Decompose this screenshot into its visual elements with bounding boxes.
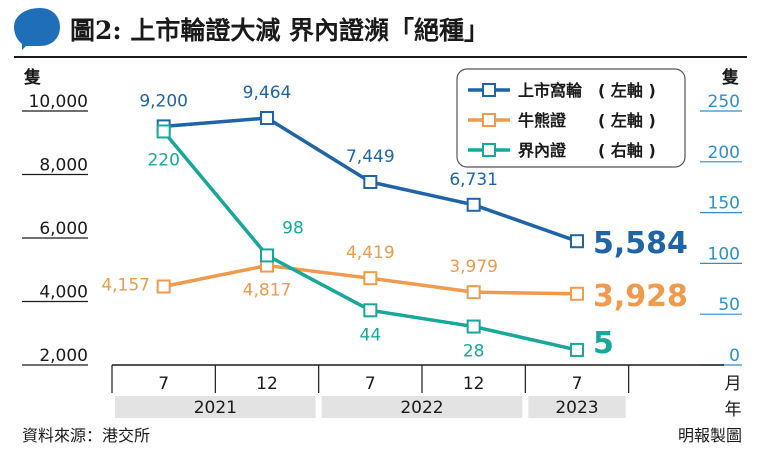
data-point (570, 342, 584, 357)
series-1: 9,200 9,464 7,449 6,731 5,584 (139, 83, 688, 261)
data-point (156, 279, 171, 294)
x-tick-label: 12 (463, 374, 485, 394)
data-point (466, 319, 481, 334)
left-tick-label: 2,000 (39, 346, 88, 366)
left-tick-label: 10,000 (29, 92, 88, 112)
right-tick-label: 250 (708, 92, 740, 112)
data-point (570, 286, 584, 301)
legend-swatch-marker (482, 113, 496, 127)
series-2: 4,157 4,817 4,419 3,979 3,928 (101, 243, 688, 314)
data-label: 9,464 (243, 83, 292, 103)
data-point (363, 174, 378, 189)
year-band (115, 396, 316, 418)
right-tick-label: 150 (708, 194, 740, 214)
end-value-label: 5 (593, 326, 614, 361)
left-tick-label: 6,000 (39, 219, 88, 239)
data-label: 3,979 (449, 257, 498, 277)
data-label: 4,419 (346, 243, 395, 263)
data-label: 6,731 (449, 170, 498, 190)
credit-note: 明報製圖 (678, 426, 742, 445)
data-label: 28 (463, 342, 485, 362)
left-tick-label: 4,000 (39, 283, 88, 303)
legend: 上市窩輪 ( 左軸 ) 牛熊證 ( 左軸 ) 界內證 ( 右軸 ) (456, 68, 686, 168)
data-point (466, 285, 481, 300)
legend-swatch-marker (482, 83, 496, 97)
data-label: 220 (147, 150, 179, 170)
left-tick-label: 8,000 (39, 156, 88, 176)
year-label: 2021 (194, 398, 237, 418)
source-note: 資料來源：港交所 (22, 426, 150, 445)
year-band (528, 396, 626, 418)
data-label: 4,157 (101, 276, 150, 296)
data-label: 44 (360, 325, 382, 345)
chart-title: 圖2: 上市輪證大減 界內證瀕「絕種」 (70, 16, 489, 45)
data-label: 9,200 (139, 91, 188, 111)
data-point (260, 111, 274, 126)
legend-entry: 牛熊證 (518, 111, 567, 130)
data-point (466, 197, 481, 212)
data-label: 4,817 (243, 281, 292, 301)
right-tick-label: 100 (708, 244, 740, 264)
year-band (321, 396, 523, 418)
year-label: 2023 (555, 398, 598, 418)
axes: 2,000 4,000 6,000 8,000 10,000 0 50 100 150 200 25… (22, 92, 742, 420)
legend-entry: 界內證 (518, 141, 567, 160)
legend-box (456, 68, 686, 168)
legend-axis-note: ( 左軸 ) (598, 111, 656, 130)
legend-swatch-marker (482, 143, 496, 157)
x-tick-label: 7 (365, 374, 376, 394)
plot-area: 9,200 9,464 7,449 6,731 5,584 4,157 4,817 4,419… (101, 83, 688, 362)
data-point (260, 248, 274, 263)
year-label: 2022 (400, 398, 443, 418)
data-point (156, 124, 171, 139)
series-3: 220 98 44 28 5 (147, 124, 614, 362)
data-label: 98 (282, 218, 304, 238)
legend-axis-note: ( 右軸 ) (598, 141, 656, 160)
data-point (363, 271, 378, 286)
left-axis-unit: 隻 (23, 67, 41, 88)
right-tick-label: 0 (729, 346, 740, 366)
speech-bubble-icon (14, 8, 60, 50)
legend-entry: 上市窩輪 (518, 81, 583, 100)
legend-axis-note: ( 左軸 ) (598, 81, 656, 100)
x-axis-unit: 月 (725, 374, 742, 394)
right-tick-label: 200 (708, 143, 740, 163)
end-value-label: 3,928 (593, 279, 688, 314)
data-label: 7,449 (346, 147, 395, 167)
data-point (363, 303, 378, 318)
x-tick-label: 7 (572, 374, 583, 394)
x-axis-unit-year: 年 (725, 400, 742, 420)
x-tick-label: 12 (256, 374, 278, 394)
x-tick-label: 7 (158, 374, 169, 394)
data-point (570, 234, 584, 249)
end-value-label: 5,584 (593, 226, 688, 261)
right-tick-label: 50 (718, 295, 740, 315)
right-axis-unit: 隻 (721, 67, 739, 88)
